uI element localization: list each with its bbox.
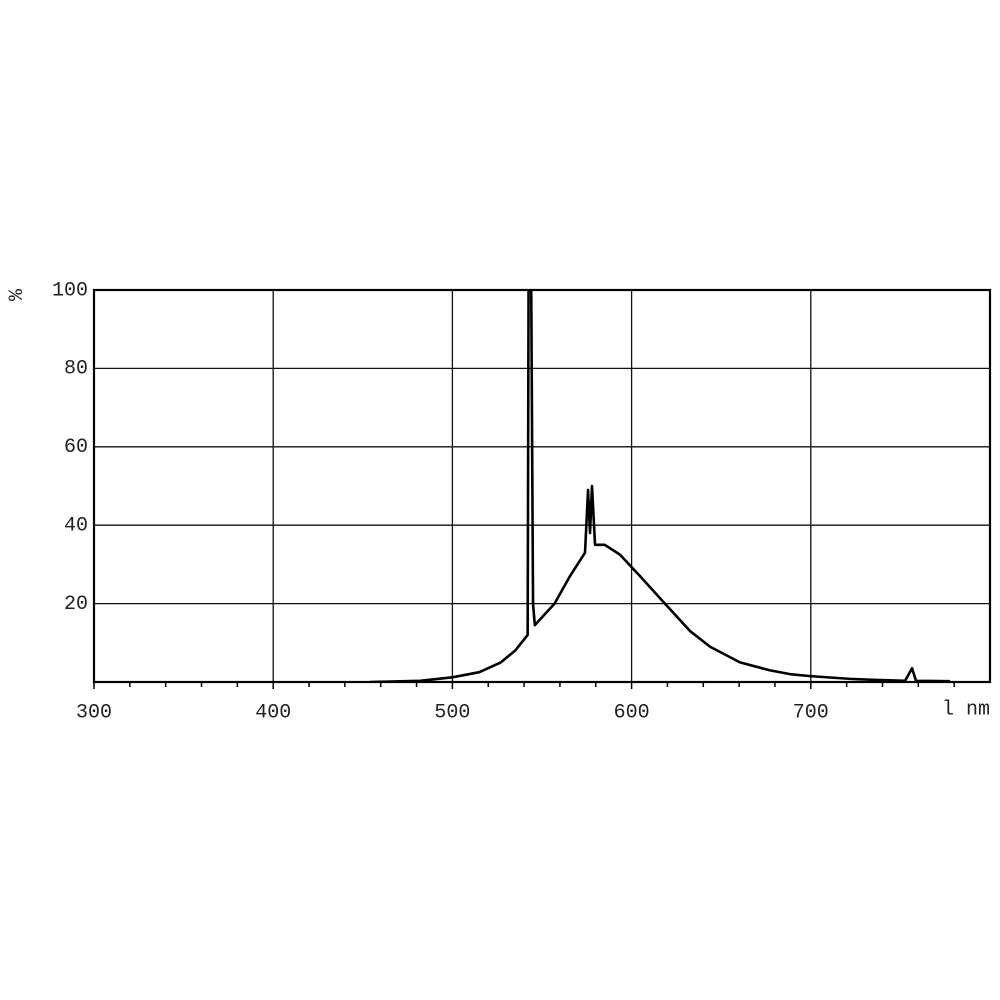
y-tick-label: 20 bbox=[64, 593, 88, 616]
plot-frame bbox=[92, 288, 992, 684]
y-tick-label: 40 bbox=[64, 514, 88, 537]
x-tick-label: 300 bbox=[76, 701, 112, 724]
y-tick-label: 100 bbox=[52, 279, 88, 302]
y-tick-label: 60 bbox=[64, 436, 88, 459]
data-line bbox=[369, 290, 951, 682]
x-axis-label: l nm bbox=[942, 698, 990, 721]
y-axis-label: % bbox=[2, 289, 25, 302]
x-tick-label: 400 bbox=[255, 701, 291, 724]
x-tick-label: 600 bbox=[614, 701, 650, 724]
x-tick-label: 700 bbox=[793, 701, 829, 724]
x-tick-label: 500 bbox=[434, 701, 470, 724]
y-tick-label: 80 bbox=[64, 358, 88, 381]
